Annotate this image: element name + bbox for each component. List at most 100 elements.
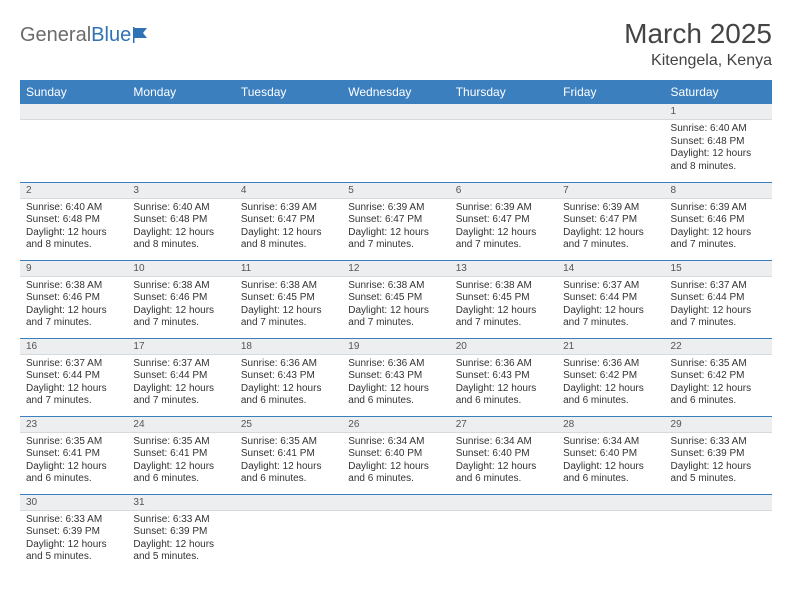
month-title: March 2025 [624, 18, 772, 50]
sunrise-text: Sunrise: 6:40 AM [26, 202, 121, 215]
sunrise-text: Sunrise: 6:36 AM [456, 358, 551, 371]
daylight-text: Daylight: 12 hours and 6 minutes. [26, 461, 121, 486]
daylight-text: Daylight: 12 hours and 6 minutes. [671, 383, 766, 408]
cell-body: Sunrise: 6:33 AMSunset: 6:39 PMDaylight:… [20, 511, 127, 568]
cell-body: Sunrise: 6:39 AMSunset: 6:47 PMDaylight:… [450, 199, 557, 256]
cell-body: Sunrise: 6:36 AMSunset: 6:43 PMDaylight:… [235, 355, 342, 412]
calendar-head: Sunday Monday Tuesday Wednesday Thursday… [20, 80, 772, 104]
daylight-text: Daylight: 12 hours and 6 minutes. [241, 383, 336, 408]
cell-body: Sunrise: 6:33 AMSunset: 6:39 PMDaylight:… [127, 511, 234, 568]
sunrise-text: Sunrise: 6:36 AM [241, 358, 336, 371]
cell-body [557, 511, 664, 571]
cell-body [665, 511, 772, 571]
calendar-week-row: 1Sunrise: 6:40 AMSunset: 6:48 PMDaylight… [20, 104, 772, 182]
sunset-text: Sunset: 6:48 PM [133, 214, 228, 227]
sunset-text: Sunset: 6:42 PM [671, 370, 766, 383]
cell-body: Sunrise: 6:36 AMSunset: 6:43 PMDaylight:… [342, 355, 449, 412]
sunset-text: Sunset: 6:45 PM [348, 292, 443, 305]
sunset-text: Sunset: 6:44 PM [563, 292, 658, 305]
daylight-text: Daylight: 12 hours and 5 minutes. [26, 539, 121, 564]
cell-body: Sunrise: 6:40 AMSunset: 6:48 PMDaylight:… [127, 199, 234, 256]
day-number [557, 495, 664, 511]
day-number [235, 495, 342, 511]
calendar-cell: 3Sunrise: 6:40 AMSunset: 6:48 PMDaylight… [127, 182, 234, 260]
cell-body: Sunrise: 6:35 AMSunset: 6:41 PMDaylight:… [20, 433, 127, 490]
daylight-text: Daylight: 12 hours and 7 minutes. [671, 305, 766, 330]
day-number: 24 [127, 417, 234, 433]
daylight-text: Daylight: 12 hours and 6 minutes. [456, 461, 551, 486]
daylight-text: Daylight: 12 hours and 7 minutes. [26, 383, 121, 408]
day-number: 14 [557, 261, 664, 277]
calendar-cell: 22 Sunrise: 6:35 AMSunset: 6:42 PMDayligh… [665, 338, 772, 416]
calendar-cell: 21Sunrise: 6:36 AMSunset: 6:42 PMDayligh… [557, 338, 664, 416]
daylight-text: Daylight: 12 hours and 6 minutes. [456, 383, 551, 408]
calendar-cell [342, 104, 449, 182]
cell-body: Sunrise: 6:40 AMSunset: 6:48 PMDaylight:… [665, 120, 772, 177]
cell-body: Sunrise: 6:38 AMSunset: 6:46 PMDaylight:… [20, 277, 127, 334]
calendar-cell: 13Sunrise: 6:38 AMSunset: 6:45 PMDayligh… [450, 260, 557, 338]
daylight-text: Daylight: 12 hours and 7 minutes. [456, 305, 551, 330]
day-number: 29 [665, 417, 772, 433]
sunset-text: Sunset: 6:44 PM [26, 370, 121, 383]
sunset-text: Sunset: 6:47 PM [348, 214, 443, 227]
day-number: 25 [235, 417, 342, 433]
sunset-text: Sunset: 6:45 PM [456, 292, 551, 305]
cell-body: Sunrise: 6:38 AMSunset: 6:45 PMDaylight:… [235, 277, 342, 334]
daylight-text: Daylight: 12 hours and 6 minutes. [348, 383, 443, 408]
brand-logo: GeneralBlue [20, 24, 155, 49]
sunset-text: Sunset: 6:39 PM [26, 526, 121, 539]
calendar-cell [235, 104, 342, 182]
sunrise-text: Sunrise: 6:40 AM [671, 123, 766, 136]
day-number [127, 104, 234, 120]
calendar-cell: 30Sunrise: 6:33 AMSunset: 6:39 PMDayligh… [20, 494, 127, 572]
calendar-cell [342, 494, 449, 572]
sunset-text: Sunset: 6:41 PM [26, 448, 121, 461]
day-number: 22 [665, 339, 772, 355]
calendar-week-row: 30Sunrise: 6:33 AMSunset: 6:39 PMDayligh… [20, 494, 772, 572]
sunrise-text: Sunrise: 6:38 AM [348, 280, 443, 293]
day-number: 16 [20, 339, 127, 355]
location-text: Kitengela, Kenya [624, 52, 772, 70]
daylight-text: Daylight: 12 hours and 7 minutes. [456, 227, 551, 252]
calendar-cell [235, 494, 342, 572]
sunrise-text: Sunrise: 6:36 AM [563, 358, 658, 371]
day-number: 6 [450, 183, 557, 199]
sunset-text: Sunset: 6:39 PM [133, 526, 228, 539]
cell-body: Sunrise: 6:39 AMSunset: 6:47 PMDaylight:… [235, 199, 342, 256]
daylight-text: Daylight: 12 hours and 7 minutes. [133, 383, 228, 408]
cell-body [235, 120, 342, 180]
day-header: Sunday [20, 80, 127, 104]
daylight-text: Daylight: 12 hours and 6 minutes. [133, 461, 228, 486]
cell-body [342, 120, 449, 180]
day-number [450, 104, 557, 120]
sunrise-text: Sunrise: 6:37 AM [133, 358, 228, 371]
cell-body: Sunrise: 6:34 AMSunset: 6:40 PMDaylight:… [342, 433, 449, 490]
sunrise-text: Sunrise: 6:33 AM [26, 514, 121, 527]
day-number: 10 [127, 261, 234, 277]
day-header-row: Sunday Monday Tuesday Wednesday Thursday… [20, 80, 772, 104]
calendar-cell: 24Sunrise: 6:35 AMSunset: 6:41 PMDayligh… [127, 416, 234, 494]
cell-body: Sunrise: 6:39 AMSunset: 6:46 PMDaylight:… [665, 199, 772, 256]
sunrise-text: Sunrise: 6:38 AM [26, 280, 121, 293]
calendar-cell: 18Sunrise: 6:36 AMSunset: 6:43 PMDayligh… [235, 338, 342, 416]
calendar-cell: 4Sunrise: 6:39 AMSunset: 6:47 PMDaylight… [235, 182, 342, 260]
day-header: Saturday [665, 80, 772, 104]
calendar-cell: 28Sunrise: 6:34 AMSunset: 6:40 PMDayligh… [557, 416, 664, 494]
sunset-text: Sunset: 6:45 PM [241, 292, 336, 305]
sunset-text: Sunset: 6:44 PM [133, 370, 228, 383]
daylight-text: Daylight: 12 hours and 7 minutes. [563, 227, 658, 252]
sunset-text: Sunset: 6:43 PM [456, 370, 551, 383]
sunset-text: Sunset: 6:43 PM [348, 370, 443, 383]
day-number: 21 [557, 339, 664, 355]
calendar-cell: 15Sunrise: 6:37 AMSunset: 6:44 PMDayligh… [665, 260, 772, 338]
cell-body: Sunrise: 6:37 AMSunset: 6:44 PMDaylight:… [557, 277, 664, 334]
daylight-text: Daylight: 12 hours and 7 minutes. [348, 227, 443, 252]
calendar-cell: 25Sunrise: 6:35 AMSunset: 6:41 PMDayligh… [235, 416, 342, 494]
sunset-text: Sunset: 6:47 PM [241, 214, 336, 227]
sunrise-text: Sunrise: 6:35 AM [671, 358, 766, 371]
sunrise-text: Sunrise: 6:39 AM [456, 202, 551, 215]
cell-body: Sunrise: 6:34 AMSunset: 6:40 PMDaylight:… [450, 433, 557, 490]
day-header: Friday [557, 80, 664, 104]
sunset-text: Sunset: 6:44 PM [671, 292, 766, 305]
sunrise-text: Sunrise: 6:39 AM [671, 202, 766, 215]
